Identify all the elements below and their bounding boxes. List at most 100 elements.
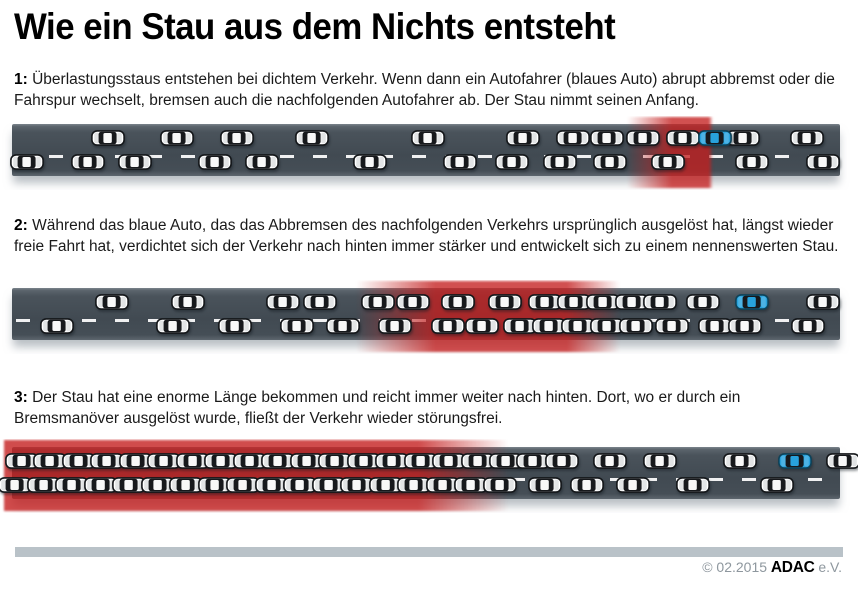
step-1-number: 1: bbox=[14, 71, 28, 88]
car-icon bbox=[488, 294, 522, 310]
car-icon bbox=[378, 318, 412, 334]
lane-divider-line bbox=[16, 155, 836, 158]
car-icon bbox=[326, 318, 360, 334]
road-illustration-1 bbox=[0, 116, 858, 190]
car-icon bbox=[590, 130, 624, 146]
car-icon bbox=[516, 453, 550, 469]
car-icon bbox=[84, 477, 118, 493]
car-icon bbox=[156, 318, 190, 334]
car-icon bbox=[33, 453, 67, 469]
car-icon bbox=[489, 453, 523, 469]
car-icon bbox=[655, 318, 689, 334]
car-icon bbox=[735, 154, 769, 170]
car-icon bbox=[495, 154, 529, 170]
congestion-zone bbox=[4, 440, 509, 511]
car-icon bbox=[503, 318, 537, 334]
step-3-text: 3: Der Stau hat eine enorme Länge bekomm… bbox=[14, 388, 848, 430]
car-icon bbox=[396, 294, 430, 310]
car-icon bbox=[556, 130, 590, 146]
congestion-zone bbox=[627, 117, 713, 188]
car-icon bbox=[666, 130, 700, 146]
copyright-suffix: e.V. bbox=[818, 559, 842, 575]
car-icon bbox=[528, 294, 562, 310]
step-1-description: Überlastungsstaus entstehen bei dichtem … bbox=[14, 71, 835, 109]
car-icon bbox=[590, 318, 624, 334]
car-icon bbox=[760, 477, 794, 493]
car-icon bbox=[651, 154, 685, 170]
car-icon bbox=[643, 453, 677, 469]
car-icon bbox=[119, 453, 153, 469]
copyright-date: © 02.2015 bbox=[702, 559, 768, 575]
car-icon bbox=[283, 477, 317, 493]
blue-car-icon bbox=[698, 130, 732, 146]
step-3-description: Der Stau hat eine enorme Länge bekommen … bbox=[14, 389, 741, 427]
car-icon bbox=[220, 130, 254, 146]
car-icon bbox=[506, 130, 540, 146]
car-icon bbox=[431, 318, 465, 334]
car-icon bbox=[826, 453, 858, 469]
car-icon bbox=[643, 294, 677, 310]
road-illustration-3 bbox=[0, 439, 858, 513]
page-title: Wie ein Stau aus dem Nichts entsteht bbox=[14, 6, 616, 47]
car-icon bbox=[91, 130, 125, 146]
car-icon bbox=[397, 477, 431, 493]
car-icon bbox=[303, 294, 337, 310]
car-icon bbox=[411, 130, 445, 146]
step-2-number: 2: bbox=[14, 217, 28, 234]
car-icon bbox=[141, 477, 175, 493]
car-icon bbox=[369, 477, 403, 493]
car-icon bbox=[723, 453, 757, 469]
car-icon bbox=[353, 154, 387, 170]
car-icon bbox=[160, 130, 194, 146]
car-icon bbox=[728, 318, 762, 334]
car-icon bbox=[616, 477, 650, 493]
car-icon bbox=[626, 130, 660, 146]
road-illustration-2 bbox=[0, 280, 858, 354]
car-icon bbox=[255, 477, 289, 493]
car-icon bbox=[676, 477, 710, 493]
car-icon bbox=[806, 294, 840, 310]
car-icon bbox=[176, 453, 210, 469]
car-icon bbox=[528, 477, 562, 493]
car-icon bbox=[218, 318, 252, 334]
car-icon bbox=[698, 318, 732, 334]
car-icon bbox=[312, 477, 346, 493]
car-icon bbox=[71, 154, 105, 170]
car-icon bbox=[90, 453, 124, 469]
car-icon bbox=[619, 318, 653, 334]
car-icon bbox=[347, 453, 381, 469]
step-1-text: 1: Überlastungsstaus entstehen bei dicht… bbox=[14, 70, 848, 112]
step-2-text: 2: Während das blaue Auto, das das Abbre… bbox=[14, 216, 848, 258]
car-icon bbox=[295, 130, 329, 146]
car-icon bbox=[443, 154, 477, 170]
copyright-notice: © 02.2015 ADAC e.V. bbox=[702, 559, 842, 577]
car-icon bbox=[233, 453, 267, 469]
car-icon bbox=[118, 154, 152, 170]
car-icon bbox=[95, 294, 129, 310]
car-icon bbox=[266, 294, 300, 310]
blue-car-icon bbox=[778, 453, 812, 469]
car-icon bbox=[204, 453, 238, 469]
car-icon bbox=[593, 154, 627, 170]
car-icon bbox=[686, 294, 720, 310]
car-icon bbox=[112, 477, 146, 493]
car-icon bbox=[318, 453, 352, 469]
car-icon bbox=[147, 453, 181, 469]
car-icon bbox=[361, 294, 395, 310]
car-icon bbox=[465, 318, 499, 334]
step-2-description: Während das blaue Auto, das das Abbremse… bbox=[14, 217, 839, 255]
car-icon bbox=[198, 154, 232, 170]
car-icon bbox=[280, 318, 314, 334]
blue-car-icon bbox=[735, 294, 769, 310]
car-icon bbox=[726, 130, 760, 146]
car-icon bbox=[10, 154, 44, 170]
car-icon bbox=[790, 130, 824, 146]
divider-bar bbox=[15, 547, 843, 557]
car-icon bbox=[561, 318, 595, 334]
car-icon bbox=[245, 154, 279, 170]
step-3-number: 3: bbox=[14, 389, 28, 406]
adac-logo: ADAC bbox=[770, 559, 815, 576]
car-icon bbox=[40, 318, 74, 334]
car-icon bbox=[426, 477, 460, 493]
